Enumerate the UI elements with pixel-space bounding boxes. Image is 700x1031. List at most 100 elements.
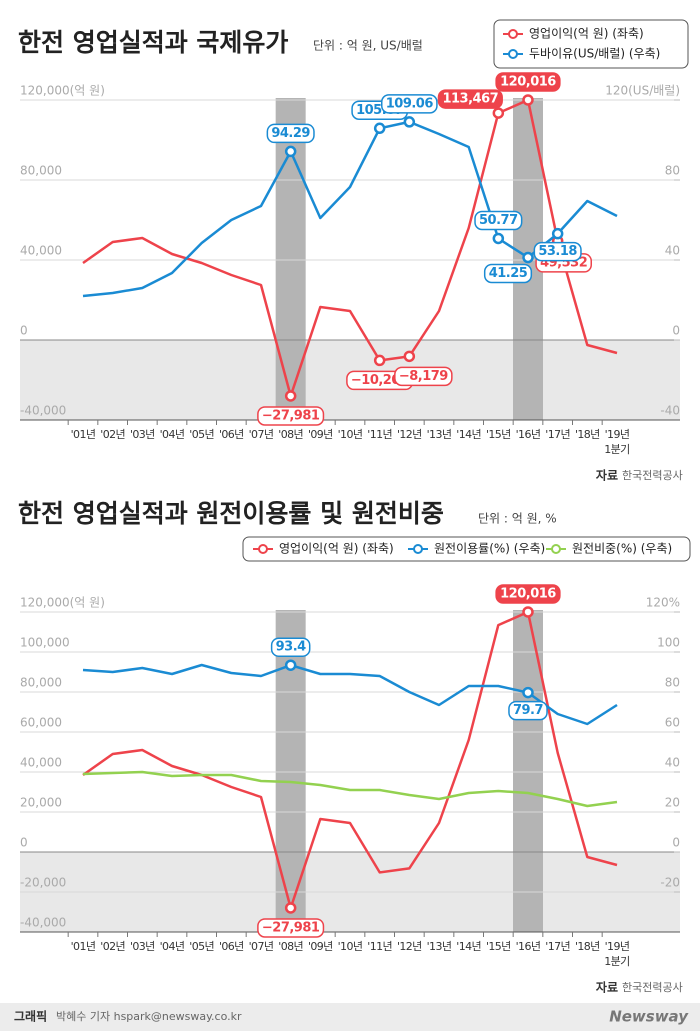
series-line (82, 770, 618, 808)
y2-tick-label: 80 (665, 676, 680, 690)
value-label: 79.7 (513, 703, 544, 718)
x-tick-label: '08년 (278, 428, 304, 441)
y-tick-label: 80,000 (20, 676, 62, 690)
x-tick-label: '15년 (485, 940, 511, 953)
logo: Newsway (609, 1008, 689, 1026)
point-marker (551, 227, 564, 240)
x-tick-label: '10년 (337, 940, 363, 953)
x-tick-label: '18년 (574, 940, 600, 953)
value-label-box (257, 406, 325, 426)
y-tick-label: -20,000 (20, 876, 66, 890)
point-marker (284, 145, 297, 158)
value-label: −27,981 (262, 920, 320, 935)
chart-subtitle: 단위 : 억 원, US/배럴 (313, 39, 423, 53)
legend-label: 원전비중(%) (우축) (572, 542, 672, 556)
point-marker (284, 390, 297, 402)
point-marker (403, 350, 416, 363)
value-label: 109.06 (386, 96, 434, 111)
x-tick-label: '14년 (456, 940, 482, 953)
point-marker (284, 659, 297, 671)
value-label-box (257, 918, 325, 938)
chart-subtitle: 단위 : 억 원, % (478, 512, 557, 526)
source-label: 자료 (596, 980, 618, 995)
y-tick-label: 120,000(억 원) (20, 84, 105, 98)
value-label: 50.77 (479, 213, 518, 228)
x-tick-label: '02년 (100, 940, 126, 953)
y-tick-label: 0 (20, 836, 28, 850)
point-marker (284, 902, 297, 914)
y2-tick-label: 120(US/배럴) (605, 84, 680, 98)
x-tick-label: '18년 (574, 428, 600, 441)
value-label: 113,467 (442, 92, 498, 107)
credit: 박혜수 기자 hspark@newsway.co.kr (56, 1010, 242, 1023)
y-tick-label: 80,000 (20, 164, 62, 178)
y2-tick-label: 40 (665, 756, 680, 770)
legend-marker (551, 544, 561, 554)
x-tick-label: '13년 (426, 940, 452, 953)
source-label: 자료 (596, 468, 618, 483)
value-label: −27,981 (262, 408, 320, 423)
y-tick-label: 100,000 (20, 636, 70, 650)
value-label: 120,016 (500, 74, 556, 89)
point-marker (373, 354, 386, 367)
legend-marker (508, 49, 518, 59)
y-tick-label: 0 (20, 324, 28, 338)
point-marker (522, 606, 534, 618)
x-tick-label: '13년 (426, 428, 452, 441)
y2-tick-label: 120% (646, 596, 680, 610)
value-label-box (495, 584, 561, 604)
y2-tick-label: -20 (660, 876, 680, 890)
y2-tick-label: 0 (672, 836, 680, 850)
x-tick-label: '02년 (100, 428, 126, 441)
legend-label: 두바이유(US/배럴) (우축) (529, 47, 660, 61)
value-label-box (437, 89, 503, 109)
x-tick-label: '11년 (367, 428, 393, 441)
x-tick-label: '17년 (545, 940, 571, 953)
value-label: 93.4 (276, 640, 307, 655)
y-tick-label: 60,000 (20, 716, 62, 730)
x-tick-label: '19년 1분기 (604, 940, 630, 968)
credit-label: 그래픽 (14, 1009, 47, 1024)
point-marker (373, 122, 386, 135)
x-tick-label: '07년 (248, 940, 274, 953)
legend-label: 원전이용률(%) (우축) (434, 542, 545, 556)
x-tick-label: '14년 (456, 428, 482, 441)
value-label: 94.29 (271, 126, 310, 141)
value-label-box (474, 210, 523, 231)
x-tick-label: '19년 1분기 (604, 428, 630, 456)
x-tick-label: '05년 (189, 940, 215, 953)
y2-tick-label: -40 (660, 404, 680, 418)
value-label: 53.18 (538, 244, 577, 259)
value-label: 41.25 (489, 266, 528, 281)
x-tick-label: '16년 (515, 940, 541, 953)
value-label-box (495, 72, 561, 92)
y2-tick-label: 20 (665, 796, 680, 810)
chart-title: 한전 영업실적과 원전이용률 및 원전비중 (18, 499, 444, 528)
legend-marker (413, 544, 423, 554)
x-tick-label: '17년 (545, 428, 571, 441)
x-tick-label: '16년 (515, 428, 541, 441)
x-tick-label: '01년 (70, 428, 96, 441)
y2-tick-label: 80 (665, 164, 680, 178)
x-tick-label: '09년 (307, 940, 333, 953)
y-tick-label: 120,000(억 원) (20, 596, 105, 610)
footer-bar (0, 1003, 700, 1031)
legend-box (493, 19, 689, 69)
legend-marker (508, 29, 518, 39)
point-marker (522, 686, 534, 699)
point-marker (492, 232, 505, 245)
point-marker (492, 107, 505, 119)
y-tick-label: 40,000 (20, 756, 62, 770)
x-tick-label: '12년 (396, 428, 422, 441)
x-tick-label: '04년 (159, 428, 185, 441)
source: 한국전력공사 (622, 981, 683, 994)
x-tick-label: '07년 (248, 428, 274, 441)
value-label-box (533, 241, 582, 262)
x-tick-label: '01년 (70, 940, 96, 953)
x-tick-label: '09년 (307, 428, 333, 441)
point-marker (403, 116, 416, 128)
legend-marker (258, 544, 268, 554)
x-tick-label: '03년 (129, 940, 155, 953)
y-tick-label: -40,000 (20, 404, 66, 418)
